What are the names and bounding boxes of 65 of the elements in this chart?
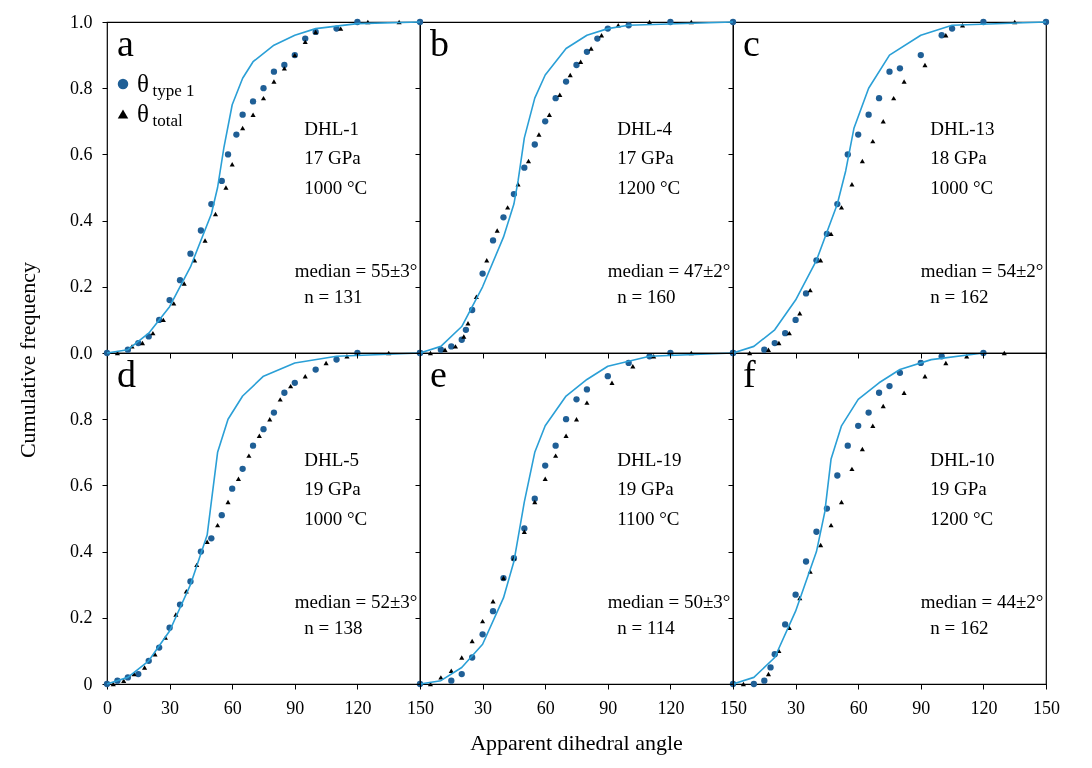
x-tick-label: 60	[849, 697, 868, 718]
annotation: 19 GPa	[930, 478, 988, 500]
annotation: e	[430, 353, 447, 395]
annotation: median = 47±2°	[607, 259, 731, 281]
annotation: median = 54±2°	[920, 259, 1044, 281]
x-tick-label: 150	[720, 697, 747, 718]
x-tick-label: 0	[103, 697, 112, 718]
annotation: n = 162	[930, 617, 989, 639]
x-tick-label: 60	[223, 697, 242, 718]
x-axis-title: Apparent dihedral angle	[470, 730, 683, 756]
x-tick-label: 90	[912, 697, 931, 718]
annotation: 17 GPa	[617, 147, 675, 169]
x-tick-label: 150	[1033, 697, 1060, 718]
y-tick-label: 0.6	[70, 143, 93, 164]
y-tick-label: 0	[83, 673, 93, 694]
x-tick-label: 120	[970, 697, 998, 718]
annotation: b	[430, 22, 449, 64]
y-tick-label: 0.8	[70, 408, 93, 429]
annotation: 1200 °C	[617, 177, 681, 199]
annotation: f	[743, 353, 756, 395]
annotation: 1000 °C	[304, 508, 368, 530]
annotation: DHL-4	[617, 117, 673, 139]
annotation: n = 131	[304, 286, 363, 308]
x-tick-label: 90	[599, 697, 618, 718]
y-axis-title: Cumulative frequency	[15, 261, 42, 459]
y-tick-label: 0.6	[70, 474, 93, 495]
annotation: median = 52±3°	[294, 590, 418, 612]
y-tick-label: 0.4	[70, 541, 93, 562]
annotation: n = 160	[617, 286, 676, 308]
annotation: 1000 °C	[304, 177, 368, 199]
annotation: median = 50±3°	[607, 590, 731, 612]
x-tick-label: 60	[536, 697, 555, 718]
annotation: 17 GPa	[304, 147, 362, 169]
annotation: DHL-13	[930, 117, 995, 139]
annotation: DHL-10	[930, 448, 995, 470]
annotation: 1200 °C	[930, 508, 994, 530]
x-tick-label: 150	[407, 697, 434, 718]
annotation: 19 GPa	[304, 478, 362, 500]
annotation: n = 114	[617, 617, 676, 639]
annotation: a	[117, 22, 134, 64]
y-tick-label: 1.0	[70, 11, 93, 32]
annotation: d	[117, 353, 136, 395]
x-tick-label: 120	[657, 697, 685, 718]
y-tick-label: 0.4	[70, 210, 93, 231]
y-tick-label: 0.0	[70, 342, 93, 363]
x-tick-label: 30	[474, 697, 493, 718]
annotation: DHL-19	[617, 448, 682, 470]
annotation: n = 162	[930, 286, 989, 308]
annotation: n = 138	[304, 617, 363, 639]
x-tick-label: 120	[344, 697, 372, 718]
annotation: 18 GPa	[930, 147, 988, 169]
annotation: c	[743, 22, 760, 64]
annotation: median = 44±2°	[920, 590, 1044, 612]
y-tick-label: 0.8	[70, 77, 93, 98]
annotation: median = 55±3°	[294, 259, 418, 281]
annotation: DHL-1	[304, 117, 360, 139]
x-tick-label: 90	[286, 697, 305, 718]
annotation: 1100 °C	[617, 508, 680, 530]
x-tick-label: 30	[161, 697, 180, 718]
annotation: 19 GPa	[617, 478, 675, 500]
x-tick-label: 30	[787, 697, 806, 718]
annotation: DHL-5	[304, 448, 360, 470]
annotation: 1000 °C	[930, 177, 994, 199]
y-tick-label: 0.2	[70, 276, 93, 297]
y-tick-label: 0.2	[70, 607, 93, 628]
